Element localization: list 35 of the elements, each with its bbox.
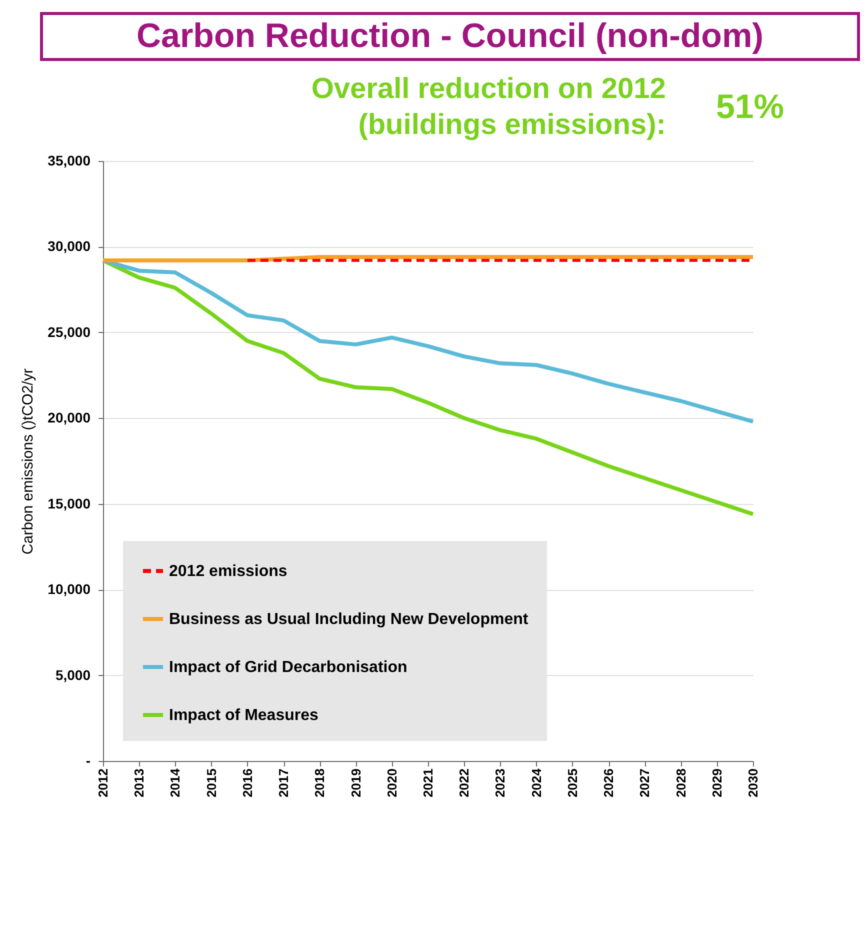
x-tick-label: 2025 <box>564 768 580 797</box>
y-tick-label: 5,000 <box>55 666 91 682</box>
x-tick-label: 2024 <box>528 767 544 797</box>
x-tick-label: 2027 <box>637 768 652 797</box>
x-tick-label: 2022 <box>456 768 472 797</box>
y-tick-label: 25,000 <box>48 323 91 340</box>
x-tick-label: 2016 <box>240 768 255 797</box>
x-tick-label: 2028 <box>673 768 688 797</box>
y-tick-label: - <box>86 752 91 768</box>
x-tick-label: 2015 <box>204 768 219 797</box>
x-tick-label: 2013 <box>132 768 147 797</box>
x-tick-label: 2018 <box>312 768 328 797</box>
x-tick-label: 2012 <box>96 768 110 797</box>
y-tick-label: 30,000 <box>48 238 91 254</box>
y-axis-title: Carbon emissions ()tCO2/yr <box>20 368 37 554</box>
chart-title: Carbon Reduction - Council (non-dom) <box>40 12 860 61</box>
x-tick-label: 2029 <box>709 768 724 797</box>
y-tick-label: 20,000 <box>48 409 91 426</box>
x-tick-label: 2014 <box>168 767 183 797</box>
y-tick-label: 35,000 <box>48 152 91 168</box>
legend-label: 2012 emissions <box>169 562 288 580</box>
x-tick-label: 2017 <box>276 768 292 797</box>
x-tick-label: 2026 <box>601 768 616 797</box>
x-tick-label: 2019 <box>348 768 364 797</box>
legend-label: Impact of Grid Decarbonisation <box>169 658 408 676</box>
text: 51% <box>716 88 784 127</box>
x-tick-label: 2021 <box>420 768 436 797</box>
legend-label: Impact of Measures <box>169 706 318 724</box>
y-tick-label: 10,000 <box>48 580 91 597</box>
x-tick-label: 2023 <box>492 768 508 797</box>
x-tick-label: 2030 <box>746 768 760 797</box>
x-tick-label: 2020 <box>384 768 400 797</box>
chart-subtitle: Overall reduction on 2012 (buildings emissions): <box>310 72 666 144</box>
legend-label: Business as Usual Including New Development <box>169 610 529 628</box>
y-tick-label: 15,000 <box>48 494 91 511</box>
